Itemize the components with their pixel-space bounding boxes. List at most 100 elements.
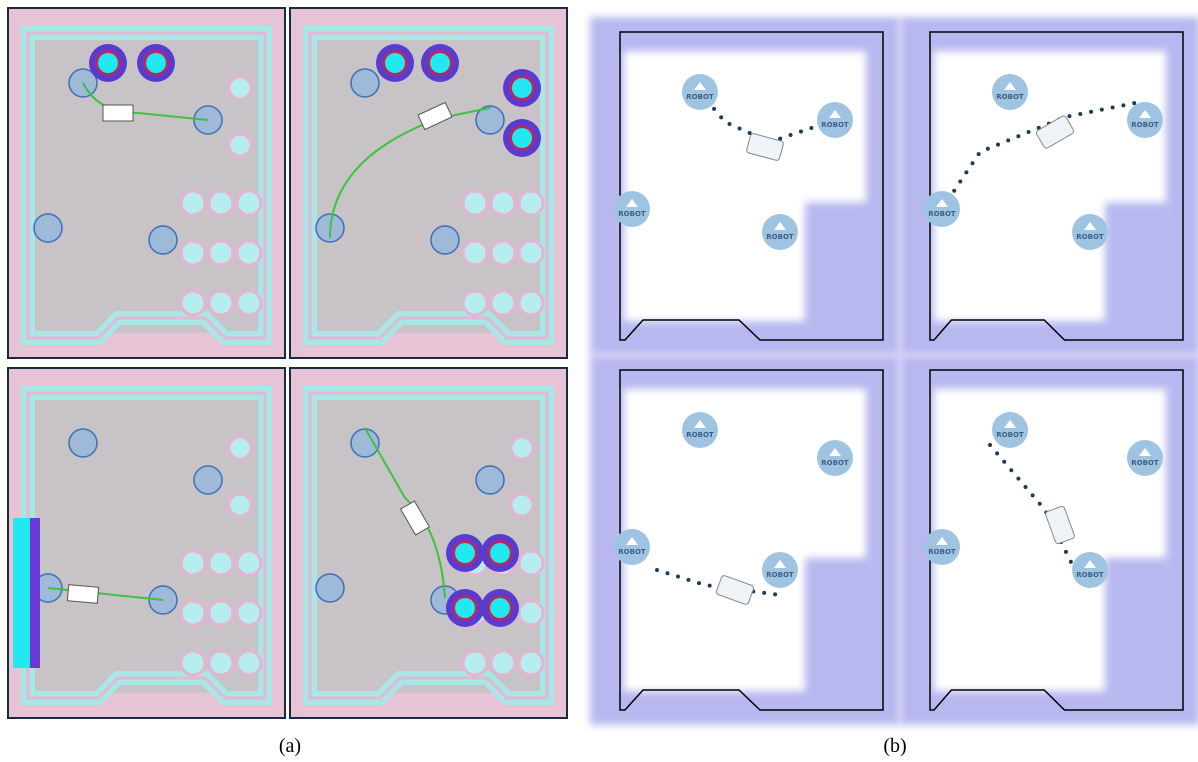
obstacle <box>461 289 489 317</box>
direction-arrow <box>694 420 706 428</box>
obstacle <box>207 649 235 677</box>
waypoint-marker <box>68 428 98 458</box>
robot-label: ROBOT <box>686 93 714 101</box>
quadrant-border <box>7 367 286 719</box>
robot <box>66 584 100 604</box>
obstacle <box>227 435 253 461</box>
caption-b: (b) <box>883 735 906 757</box>
obstacle <box>235 649 263 677</box>
robot-label: ROBOT <box>766 233 794 241</box>
wall <box>308 31 549 340</box>
obstacle <box>179 239 207 267</box>
quadrant-border <box>289 7 568 359</box>
robot-label: ROBOT <box>618 210 646 218</box>
path-dots <box>655 568 782 597</box>
obstacle <box>235 189 263 217</box>
map-quadrant <box>7 367 286 719</box>
obstacle <box>461 649 489 677</box>
robot-icon <box>992 74 1028 110</box>
obstacle <box>517 189 545 217</box>
robot <box>102 104 134 122</box>
dynamic-obstacle-center <box>490 598 510 618</box>
path-dots <box>940 100 1142 211</box>
robot-label: ROBOT <box>618 548 646 556</box>
map-quadrant <box>289 7 568 359</box>
panel-b: ROBOT ROBOT ROBOT ROBOT ROBOT ROBOT ROBOT ROBOT… <box>590 17 1198 725</box>
obstacle <box>207 189 235 217</box>
obstacle <box>179 549 207 577</box>
direction-arrow <box>1139 448 1151 456</box>
robot-icon <box>682 412 718 448</box>
obstacle <box>489 649 517 677</box>
direction-arrow <box>829 110 841 118</box>
robot-label: ROBOT <box>928 548 956 556</box>
waypoint-marker <box>33 213 63 243</box>
path-dots <box>698 90 837 145</box>
obstacle <box>517 239 545 267</box>
dynamic-obstacle-center <box>98 53 118 73</box>
ui-quadrant: ROBOT ROBOT ROBOT ROBOT <box>900 355 1198 725</box>
wall <box>26 391 267 700</box>
direction-arrow <box>936 537 948 545</box>
direction-arrow <box>694 82 706 90</box>
robot-label: ROBOT <box>686 431 714 439</box>
robot-icon <box>1072 214 1108 250</box>
waypoint-marker <box>350 68 380 98</box>
obstacle <box>207 239 235 267</box>
obstacle <box>227 492 253 518</box>
robot-label: ROBOT <box>1131 121 1159 129</box>
obstacle <box>227 75 253 101</box>
dynamic-obstacle-center <box>512 78 532 98</box>
obstacle <box>235 239 263 267</box>
occupancy-area <box>33 398 260 693</box>
obstacle <box>207 599 235 627</box>
obstacle <box>517 289 545 317</box>
quadrant-border <box>289 367 568 719</box>
robot-icon <box>817 440 853 476</box>
caption-a: (a) <box>279 735 301 757</box>
obstacle <box>461 239 489 267</box>
robot-icon <box>614 529 650 565</box>
ui-quadrant: ROBOT ROBOT ROBOT ROBOT <box>590 355 900 725</box>
robot <box>715 575 755 605</box>
robot-label: ROBOT <box>928 210 956 218</box>
dynamic-obstacle-center <box>385 53 405 73</box>
inflation-zone <box>1105 202 1175 334</box>
waypoint-marker <box>193 465 223 495</box>
map-quadrant <box>7 7 286 359</box>
robot-icon <box>817 102 853 138</box>
wall-obstacle <box>30 518 40 668</box>
obstacle <box>235 549 263 577</box>
obstacle <box>509 435 535 461</box>
robot-icon <box>924 529 960 565</box>
wall <box>26 31 267 340</box>
ui-quadrant: ROBOT ROBOT ROBOT ROBOT <box>900 17 1198 355</box>
obstacle <box>207 549 235 577</box>
obstacle <box>517 599 545 627</box>
map-quadrant <box>289 367 568 719</box>
robot-label: ROBOT <box>766 571 794 579</box>
direction-arrow <box>936 199 948 207</box>
inflation-zone <box>805 558 875 702</box>
obstacle <box>179 599 207 627</box>
ui-quadrant: ROBOT ROBOT ROBOT ROBOT <box>590 17 900 355</box>
obstacle <box>235 289 263 317</box>
waypoint-marker <box>148 225 178 255</box>
obstacle <box>489 189 517 217</box>
direction-arrow <box>626 199 638 207</box>
robot-icon <box>924 191 960 227</box>
obstacle <box>489 239 517 267</box>
direction-arrow <box>1004 82 1016 90</box>
robot-label: ROBOT <box>996 431 1024 439</box>
dynamic-obstacle-center <box>430 53 450 73</box>
waypoint-marker <box>350 428 380 458</box>
obstacle <box>489 289 517 317</box>
map-outline <box>619 369 884 711</box>
obstacle <box>517 549 545 577</box>
obstacle <box>517 649 545 677</box>
robot <box>417 101 453 131</box>
robot <box>399 500 431 536</box>
dynamic-obstacle-center <box>455 598 475 618</box>
obstacle <box>227 132 253 158</box>
